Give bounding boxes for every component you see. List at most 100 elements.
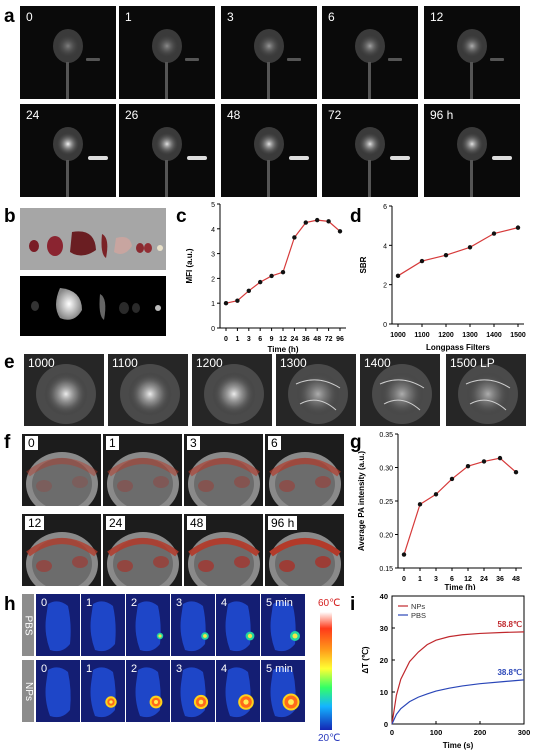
data-point — [433, 492, 439, 497]
timepoint-label: 12 — [430, 10, 444, 24]
filter-label: 1400 — [364, 356, 391, 370]
mouse-silhouette — [53, 127, 108, 197]
mouse-thermal-illustration — [171, 594, 215, 656]
filter-label: 1100 — [112, 356, 138, 370]
x-tick-label: 1200 — [438, 332, 454, 339]
y-axis-label: Average PA intensity (a.u.) — [357, 451, 366, 552]
longpass-image-tile: 1500 LP — [446, 354, 526, 426]
mouse-silhouette — [152, 29, 199, 99]
mouse-thermal-illustration — [126, 594, 170, 656]
mouse-thermal-illustration — [171, 660, 215, 722]
y-tick-label: 4 — [383, 243, 387, 250]
data-point — [303, 220, 308, 225]
temperature-scale-bar — [320, 612, 332, 730]
y-axis-label: MFI (a.u.) — [185, 248, 194, 283]
thermal-image-tile: 2 — [126, 594, 170, 656]
brain-nir-illustration — [360, 354, 440, 426]
y-tick-label: 0.35 — [379, 432, 393, 439]
timepoint-label: 24 — [26, 108, 40, 122]
timepoint-label: 48 — [227, 108, 241, 122]
panel-i-temperature-chart: 0 10 20 30 40 0 100 200 300 58.8℃ NPs 38.8℃ PBS Time … — [361, 592, 531, 750]
data-point — [235, 298, 240, 303]
photoacoustic-image-tile: 3 — [184, 434, 263, 506]
timepoint-label: 12 — [25, 516, 45, 530]
brain-nir-illustration — [192, 354, 272, 426]
mouse-silhouette — [355, 29, 402, 99]
mouse-thermal-illustration — [36, 660, 80, 722]
data-point — [269, 273, 274, 279]
timepoint-label: 3 — [187, 436, 200, 450]
thermal-image-tile: 0 — [36, 660, 80, 722]
data-point — [419, 258, 425, 264]
y-tick-label: 0 — [384, 720, 388, 729]
fluorescence-image-tile: 48 — [221, 104, 317, 197]
x-tick-label: 200 — [474, 728, 487, 737]
x-tick-label: 12 — [279, 336, 287, 343]
data-point — [315, 217, 320, 223]
y-tick-label: 0.20 — [379, 533, 393, 540]
fluorescence-image-tile: 3 — [221, 6, 317, 99]
data-point — [481, 459, 487, 464]
timepoint-label: 4 — [221, 597, 228, 609]
mouse-silhouette — [355, 127, 410, 197]
y-tick-label: 0.25 — [379, 499, 393, 506]
timepoint-label: 0 — [25, 436, 38, 450]
x-tick-label: 36 — [496, 576, 504, 583]
mouse-silhouette — [457, 127, 512, 197]
brain-nir-illustration — [108, 354, 188, 426]
series-line — [225, 219, 341, 304]
x-axis-label: Time (s) — [443, 741, 474, 750]
panel-letter-a: a — [4, 6, 15, 27]
y-tick-label: 5 — [211, 202, 215, 209]
mouse-thermal-illustration — [216, 594, 260, 656]
thermal-image-tile: 3 — [171, 660, 215, 722]
mouse-silhouette — [254, 127, 309, 197]
panel-b-organ-fluorescence — [20, 276, 166, 336]
fluorescence-image-tile: 0 — [20, 6, 116, 99]
y-tick-label: 3 — [211, 252, 215, 259]
timepoint-label: 72 — [328, 108, 342, 122]
timepoint-label: 0 — [26, 10, 33, 24]
scale-min-label: 20℃ — [318, 733, 341, 744]
timepoint-label: 3 — [227, 10, 234, 24]
data-point — [401, 552, 407, 557]
longpass-image-tile: 1400 — [360, 354, 440, 426]
x-tick-label: 48 — [512, 576, 520, 583]
panel-d-sbr-chart: 0 2 4 6 1000 1100 1200 1300 1400 1500 Longpass Fil… — [359, 204, 526, 352]
panel-letter-h: h — [4, 594, 16, 615]
timepoint-label: 0 — [41, 597, 48, 609]
y-tick-label: 0 — [211, 326, 215, 333]
y-tick-label: 1 — [211, 301, 215, 308]
fluorescence-image-tile: 24 — [20, 104, 116, 197]
y-tick-label: 10 — [380, 688, 388, 697]
x-tick-label: 300 — [518, 728, 531, 737]
mouse-silhouette — [152, 127, 207, 197]
data-point — [513, 469, 519, 475]
thermal-image-tile: 4 — [216, 594, 260, 656]
thermal-image-tile: 5 min — [261, 660, 305, 722]
row-tag-pbs: PBS — [22, 594, 34, 656]
timepoint-label: 48 — [187, 516, 207, 530]
x-tick-label: 0 — [402, 576, 406, 583]
data-point — [280, 270, 286, 275]
filter-label: 1200 — [196, 356, 223, 370]
x-tick-label: 36 — [302, 336, 310, 343]
data-point — [292, 235, 297, 240]
mouse-thermal-illustration — [126, 660, 170, 722]
timepoint-label: 2 — [131, 597, 138, 609]
mouse-thermal-illustration — [81, 660, 125, 722]
mouse-thermal-illustration — [81, 594, 125, 656]
data-point — [497, 455, 503, 461]
end-temperature-label: 38.8℃ — [497, 668, 522, 677]
timepoint-label: 96 h — [268, 516, 298, 530]
photoacoustic-image-tile: 6 — [265, 434, 344, 506]
data-point — [449, 476, 455, 482]
photoacoustic-image-tile: 48 — [184, 514, 263, 586]
data-point — [465, 463, 471, 469]
data-point — [443, 252, 449, 258]
timepoint-label: 4 — [221, 663, 228, 675]
thermal-image-tile: 1 — [81, 594, 125, 656]
mouse-silhouette — [53, 29, 100, 99]
legend-label: NPs — [411, 602, 425, 611]
